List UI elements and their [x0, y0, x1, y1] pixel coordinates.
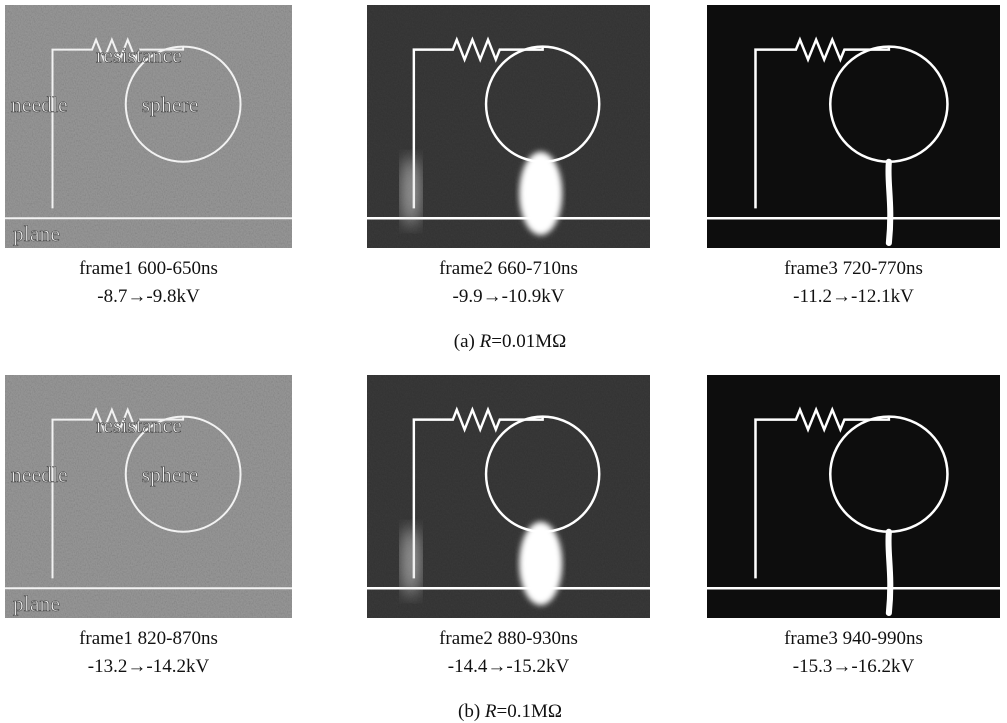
needle-glow — [401, 157, 421, 226]
frame-voltage: -8.7→-9.8kV — [29, 286, 269, 308]
discharge-glow — [519, 152, 562, 235]
photo-panel — [367, 375, 650, 618]
discharge-channel — [888, 532, 890, 613]
photo-background — [707, 375, 1000, 618]
frame-name: frame2 880-930ns — [389, 628, 629, 650]
frame-voltage: -9.9→-10.9kV — [389, 286, 629, 308]
photo-background — [5, 375, 292, 618]
caption-variable: R — [485, 701, 497, 722]
caption-prefix: (b) — [458, 701, 480, 722]
photo-label: resistance — [96, 44, 182, 68]
photo-background — [5, 5, 292, 248]
photo-panel — [707, 375, 1000, 618]
caption-value: =0.1MΩ — [497, 701, 562, 722]
frame-voltage: -15.3→-16.2kV — [734, 656, 974, 678]
caption-value: =0.01MΩ — [491, 331, 566, 352]
discharge-channel — [888, 162, 890, 243]
photo-label: sphere — [142, 93, 199, 117]
figure: resistance needle sphere plane frame1 600-65… — [0, 0, 1007, 722]
photo-label: needle — [11, 463, 68, 487]
frame-name: frame2 660-710ns — [389, 258, 629, 280]
photo-panel — [707, 5, 1000, 248]
needle-glow — [401, 527, 421, 596]
frame-name: frame3 940-990ns — [734, 628, 974, 650]
caption-variable: R — [480, 331, 492, 352]
discharge-glow — [519, 522, 562, 605]
frame-voltage: -11.2→-12.1kV — [734, 286, 974, 308]
photo-background — [707, 5, 1000, 248]
frame-name: frame3 720-770ns — [734, 258, 974, 280]
frame-voltage: -13.2→-14.2kV — [29, 656, 269, 678]
photo-panel — [367, 5, 650, 248]
frame-voltage: -14.4→-15.2kV — [389, 656, 629, 678]
photo-label: plane — [13, 222, 60, 246]
photo-label: plane — [13, 592, 60, 616]
caption-prefix: (a) — [454, 331, 475, 352]
frame-name: frame1 820-870ns — [29, 628, 269, 650]
figure-caption: (b) R=0.1MΩ — [380, 701, 640, 723]
photo-label: needle — [11, 93, 68, 117]
photo-panel: resistance needle sphere plane — [5, 375, 292, 618]
frame-name: frame1 600-650ns — [29, 258, 269, 280]
photo-label: sphere — [142, 463, 199, 487]
photo-label: resistance — [96, 414, 182, 438]
photo-panel: resistance needle sphere plane — [5, 5, 292, 248]
figure-caption: (a) R=0.01MΩ — [380, 331, 640, 353]
